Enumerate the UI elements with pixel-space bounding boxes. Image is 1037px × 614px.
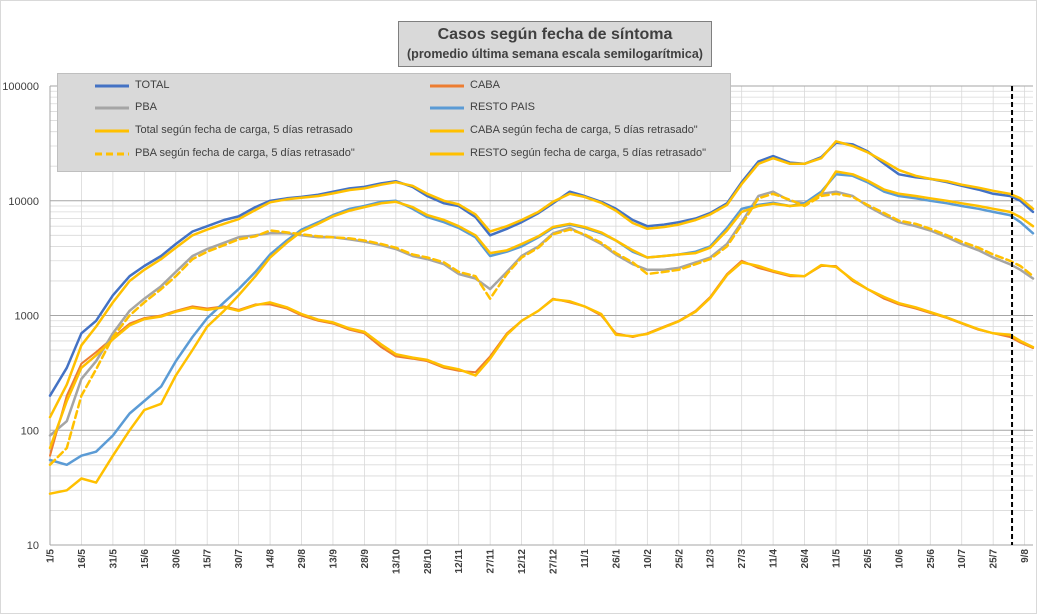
x-tick-label: 31/5	[108, 549, 119, 569]
legend-swatch	[95, 84, 129, 88]
y-axis-ticks: 100000 10000 1000 100 10	[2, 81, 39, 552]
x-tick-label: 25/6	[926, 549, 937, 569]
series-line-0	[48, 141, 1035, 397]
series-line-2	[48, 190, 1035, 437]
series-line-6	[48, 192, 1035, 467]
series-line-5	[48, 261, 1035, 450]
x-tick-label: 29/8	[297, 549, 308, 569]
legend-swatch	[95, 152, 129, 156]
x-tick-label: 30/6	[171, 549, 182, 569]
y-tick-label: 1000	[15, 311, 39, 323]
legend-swatch	[430, 152, 464, 156]
x-tick-label: 28/10	[423, 549, 434, 574]
x-tick-label: 12/12	[517, 549, 528, 574]
chart-title: Casos según fecha de síntoma	[437, 26, 673, 43]
legend-swatch	[430, 84, 464, 88]
x-tick-label: 27/11	[486, 549, 497, 574]
x-tick-label: 26/1	[611, 549, 622, 569]
x-tick-label: 12/3	[706, 549, 717, 569]
x-tick-label: 16/5	[77, 549, 88, 569]
legend-swatch	[430, 129, 464, 133]
x-tick-label: 10/7	[957, 549, 968, 569]
x-axis-ticks: 1/5 16/5 31/5 15/6 30/6 15/7 30/7 14/8 29/8 13/9 2…	[46, 549, 1032, 574]
x-tick-label: 13/9	[328, 549, 339, 569]
x-tick-label: 9/8	[1020, 549, 1031, 563]
x-tick-label: 12/11	[454, 549, 465, 574]
legend-label: RESTO según fecha de carga, 5 días retra…	[470, 147, 707, 159]
x-tick-label: 10/6	[894, 549, 905, 569]
x-tick-label: 13/10	[391, 549, 402, 574]
legend-label: TOTAL	[135, 79, 170, 91]
series-line-4	[48, 140, 1035, 419]
legend-swatch	[95, 129, 129, 133]
legend-label: PBA según fecha de carga, 5 días retrasa…	[135, 147, 355, 159]
x-tick-label: 26/4	[800, 549, 811, 569]
x-tick-label: 11/1	[580, 549, 591, 568]
y-tick-label: 10	[27, 540, 39, 552]
legend-swatch	[430, 106, 464, 110]
chart-title-box: Casos según fecha de síntoma (promedio ú…	[398, 21, 712, 67]
x-tick-label: 10/2	[643, 549, 654, 569]
chart-subtitle: (promedio última semana escala semilogar…	[407, 47, 703, 61]
legend-label: CABA según fecha de carga, 5 días retras…	[470, 124, 698, 136]
x-tick-label: 27/3	[737, 549, 748, 569]
legend-label: Total según fecha de carga, 5 días retra…	[135, 124, 353, 136]
y-tick-label: 10000	[8, 196, 39, 208]
y-tick-label: 100000	[2, 81, 39, 93]
x-tick-label: 30/7	[234, 549, 245, 569]
series-line-7	[48, 170, 1035, 495]
x-tick-label: 25/7	[989, 549, 1000, 569]
series-line-3	[48, 173, 1035, 467]
x-tick-label: 11/5	[831, 549, 842, 568]
y-tick-label: 100	[21, 425, 39, 437]
x-tick-label: 15/6	[140, 549, 151, 569]
x-tick-label: 14/8	[266, 549, 277, 569]
legend: TOTAL CABA PBA RESTO PAIS Total según fecha …	[57, 73, 731, 172]
legend-label: PBA	[135, 101, 158, 113]
series-lines	[48, 140, 1035, 495]
x-tick-label: 15/7	[203, 549, 214, 569]
legend-label: RESTO PAIS	[470, 101, 536, 113]
x-tick-label: 11/4	[769, 549, 780, 568]
x-tick-label: 26/5	[863, 549, 874, 569]
legend-label: CABA	[470, 79, 500, 91]
legend-swatch	[95, 106, 129, 110]
x-tick-label: 1/5	[46, 549, 57, 563]
x-tick-label: 27/12	[549, 549, 560, 574]
x-tick-label: 28/9	[360, 549, 371, 569]
series-line-1	[49, 259, 1034, 457]
x-tick-label: 25/2	[674, 549, 685, 569]
